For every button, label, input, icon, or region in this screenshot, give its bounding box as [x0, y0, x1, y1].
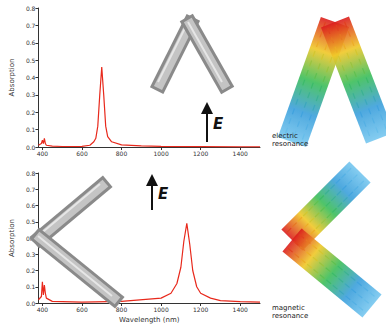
svg-text:400: 400: [37, 150, 49, 157]
svg-text:1200: 1200: [193, 306, 208, 313]
svg-text:0.1: 0.1: [26, 126, 36, 133]
svg-text:0.5: 0.5: [26, 218, 36, 225]
svg-text:Absorption: Absorption: [8, 59, 16, 97]
svg-text:0.0: 0.0: [26, 300, 36, 307]
svg-text:800: 800: [116, 150, 128, 157]
svg-text:1000: 1000: [153, 150, 168, 157]
svg-text:0.3: 0.3: [26, 251, 36, 258]
svg-text:0.5: 0.5: [26, 57, 36, 64]
svg-text:electricresonance: electricresonance: [272, 132, 308, 148]
svg-text:0.2: 0.2: [26, 109, 36, 116]
svg-text:0.3: 0.3: [26, 91, 36, 98]
svg-text:0.7: 0.7: [26, 22, 36, 29]
svg-text:0.1: 0.1: [26, 283, 36, 290]
svg-text:E: E: [213, 115, 224, 133]
svg-text:400: 400: [37, 306, 49, 313]
svg-text:1400: 1400: [233, 306, 248, 313]
svg-text:0.4: 0.4: [26, 235, 36, 242]
svg-text:1000: 1000: [153, 306, 168, 313]
svg-text:0.7: 0.7: [26, 186, 36, 193]
svg-text:0.6: 0.6: [26, 202, 36, 209]
svg-text:1200: 1200: [193, 150, 208, 157]
svg-text:Absorption: Absorption: [8, 219, 16, 257]
svg-text:1400: 1400: [233, 150, 248, 157]
svg-text:magneticresonance: magneticresonance: [272, 304, 308, 320]
svg-text:0.0: 0.0: [26, 144, 36, 151]
svg-text:600: 600: [76, 150, 88, 157]
svg-text:600: 600: [76, 306, 88, 313]
svg-text:Wavelength (nm): Wavelength (nm): [119, 316, 180, 324]
svg-text:800: 800: [116, 306, 128, 313]
svg-text:0.8: 0.8: [26, 170, 36, 177]
svg-text:0.2: 0.2: [26, 267, 36, 274]
svg-text:0.8: 0.8: [26, 5, 36, 12]
svg-text:0.4: 0.4: [26, 74, 36, 81]
svg-text:0.6: 0.6: [26, 39, 36, 46]
svg-text:E: E: [158, 185, 169, 203]
